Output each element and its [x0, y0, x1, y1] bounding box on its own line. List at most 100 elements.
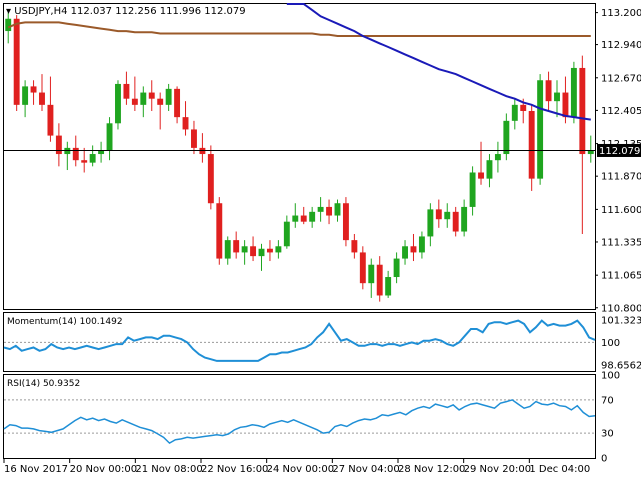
- candle-body: [452, 211, 459, 232]
- candle: [224, 236, 231, 265]
- candle: [123, 71, 130, 105]
- time-tick-label: 22 Nov 16:00: [201, 464, 268, 475]
- rsi-levels: [4, 399, 595, 434]
- candle-body: [241, 246, 248, 253]
- candle-body: [444, 211, 451, 220]
- candle-body: [418, 236, 425, 253]
- candle-body: [520, 104, 527, 111]
- candle-body: [461, 206, 468, 232]
- momentum-pane-frame: [3, 312, 596, 372]
- candle-body: [351, 240, 358, 253]
- candle-body: [275, 246, 282, 253]
- candle: [216, 197, 223, 265]
- candle-body: [250, 246, 257, 257]
- rsi-tick-label: 30: [601, 429, 614, 440]
- price-tick-label: 111.870: [601, 172, 641, 183]
- candle: [461, 199, 468, 237]
- candle: [55, 123, 62, 167]
- candle-body: [545, 80, 552, 102]
- candle: [30, 80, 37, 105]
- candle-body: [106, 123, 113, 151]
- candle-body: [317, 206, 324, 212]
- sma-fast-line: [286, 3, 591, 121]
- candle: [376, 256, 383, 302]
- candle-body: [537, 80, 544, 179]
- candle-body: [72, 147, 79, 161]
- price-pane[interactable]: ▾ USDJPY,H4 112.037 112.256 111.996 112.…: [3, 3, 597, 310]
- candle-body: [233, 240, 240, 253]
- candle: [385, 270, 392, 298]
- candle: [233, 231, 240, 259]
- candle: [444, 203, 451, 228]
- time-tick-label: 29 Nov 20:00: [464, 464, 531, 475]
- time-tick-label: 28 Nov 12:00: [398, 464, 465, 475]
- candle-body: [300, 215, 307, 222]
- candle: [266, 240, 273, 262]
- rsi-axis: 100 70 30 0: [601, 371, 620, 465]
- candle-body: [562, 92, 569, 118]
- candle-body: [266, 248, 273, 253]
- candle: [300, 206, 307, 225]
- candle-body: [157, 98, 164, 105]
- candle-body: [30, 86, 37, 93]
- price-tick-label: 111.065: [601, 271, 641, 282]
- candle: [486, 154, 493, 188]
- candle: [182, 101, 189, 136]
- time-tick-label: 1 Dec 04:00: [529, 464, 590, 475]
- candle-body: [435, 209, 442, 220]
- candle-body: [334, 203, 341, 216]
- candle: [503, 113, 510, 161]
- candle-body: [165, 88, 172, 105]
- candle: [342, 197, 349, 247]
- candle: [174, 86, 181, 124]
- candle: [89, 145, 96, 167]
- candle-body: [5, 18, 12, 32]
- candle: [241, 240, 248, 265]
- candle: [250, 236, 257, 262]
- candle-body: [393, 258, 400, 278]
- candle-body: [478, 172, 484, 179]
- candle: [393, 252, 400, 284]
- candle-body: [528, 110, 535, 179]
- candle-body: [368, 264, 375, 284]
- rsi-line: [3, 399, 596, 445]
- price-tick-label: 112.670: [601, 73, 641, 84]
- candle: [5, 12, 12, 44]
- candle-body: [81, 160, 88, 163]
- candle: [309, 206, 316, 228]
- last-price-tag: 112.079: [597, 143, 641, 157]
- candle-body: [503, 120, 510, 155]
- rsi-pane[interactable]: RSI(14) 50.9352: [3, 374, 596, 459]
- candle-body: [22, 86, 29, 105]
- candle-body: [570, 67, 577, 118]
- candle: [106, 117, 113, 161]
- candle-body: [216, 203, 223, 259]
- candle: [13, 15, 20, 111]
- candle-body: [258, 248, 265, 257]
- momentum-pane[interactable]: Momentum(14) 100.1492: [3, 312, 596, 372]
- candle: [545, 71, 552, 111]
- candle-body: [385, 277, 392, 296]
- candle-body: [148, 92, 155, 99]
- candle: [587, 135, 594, 163]
- candle: [207, 145, 214, 210]
- candle: [283, 215, 290, 249]
- candle: [258, 243, 265, 271]
- candle: [351, 233, 358, 259]
- candle-body: [309, 211, 316, 222]
- candle-body: [39, 92, 45, 105]
- candle: [570, 61, 577, 124]
- candle-body: [469, 172, 476, 207]
- candle: [47, 76, 54, 142]
- candle-body: [55, 135, 62, 155]
- candle-body: [292, 215, 299, 222]
- candle-body: [13, 18, 20, 105]
- price-tick-label: 111.600: [601, 205, 641, 216]
- momentum-tick-label: 101.3236: [601, 316, 641, 327]
- candle-body: [207, 154, 214, 204]
- rsi-tick-label: 100: [601, 371, 620, 382]
- candle: [554, 80, 560, 118]
- candle: [115, 80, 121, 130]
- candle-body: [182, 117, 189, 130]
